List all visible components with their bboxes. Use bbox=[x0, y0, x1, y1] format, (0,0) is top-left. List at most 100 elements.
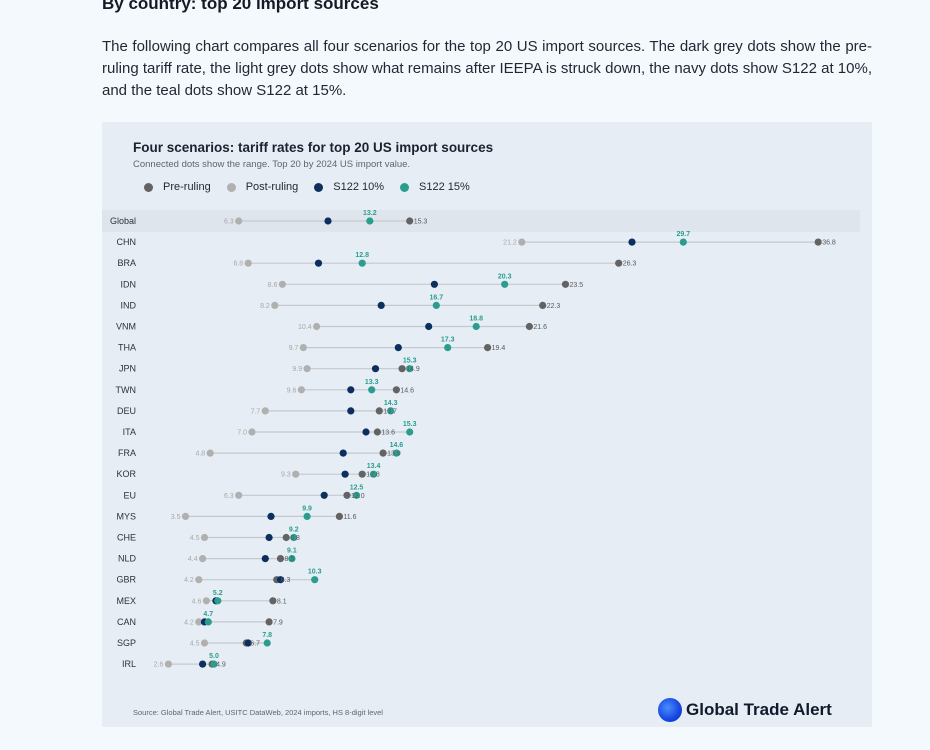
label-post-eu: 6.3 bbox=[224, 493, 234, 500]
dot-post-can bbox=[195, 618, 203, 626]
section-heading: By country: top 20 import sources bbox=[102, 0, 379, 13]
label-pre-che: 8.8 bbox=[290, 535, 300, 542]
dot-s10-fra bbox=[339, 449, 347, 457]
dot-pre-vnm bbox=[525, 322, 533, 331]
label-s15-eu: 12.5 bbox=[350, 484, 364, 491]
legend-dot-s15 bbox=[400, 182, 410, 192]
legend-label-pre: Pre-ruling bbox=[163, 181, 211, 193]
dot-pre-idn bbox=[561, 280, 570, 288]
dot-post-sgp bbox=[200, 639, 209, 647]
row-label-mex: MEX bbox=[116, 596, 136, 606]
row-label-deu: DEU bbox=[117, 406, 136, 416]
label-post-global: 6.3 bbox=[224, 219, 234, 226]
row-label-kor: KOR bbox=[116, 469, 136, 479]
dot-s15-nld bbox=[288, 555, 296, 563]
label-s15-sgp: 7.8 bbox=[262, 632, 272, 639]
global-row-band bbox=[102, 210, 860, 232]
row-label-ita: ITA bbox=[123, 427, 136, 437]
dot-pre-ind bbox=[539, 301, 547, 309]
label-s15-bra: 12.8 bbox=[355, 252, 369, 259]
dot-post-bra bbox=[244, 259, 252, 267]
legend-label-s15: S122 15% bbox=[419, 181, 470, 193]
row-label-sgp: SGP bbox=[117, 638, 136, 648]
dot-s10-twn bbox=[347, 386, 355, 394]
dot-s15-tha bbox=[444, 344, 452, 352]
dot-s10-tha bbox=[394, 344, 402, 352]
row-label-gbr: GBR bbox=[116, 575, 136, 585]
label-post-fra: 4.8 bbox=[195, 451, 205, 458]
dot-post-jpn bbox=[303, 365, 311, 373]
row-label-nld: NLD bbox=[118, 554, 137, 564]
row-label-che: CHE bbox=[117, 533, 136, 543]
dot-s15-mys bbox=[303, 512, 311, 520]
label-s15-che: 9.2 bbox=[289, 527, 299, 534]
dot-post-deu bbox=[261, 407, 269, 415]
dot-s10-eu bbox=[320, 491, 328, 499]
label-post-chn: 21.2 bbox=[503, 240, 517, 247]
chart-figure: Four scenarios: tariff rates for top 20 … bbox=[102, 122, 872, 727]
label-pre-idn: 23.5 bbox=[570, 282, 584, 289]
dot-pre-fra bbox=[379, 449, 387, 457]
legend-dot-pre bbox=[144, 182, 153, 192]
chart-source: Source: Global Trade Alert, USITC DataWe… bbox=[133, 708, 383, 717]
label-s15-chn: 29.7 bbox=[676, 231, 690, 238]
row-label-bra: BRA bbox=[117, 258, 136, 268]
dot-pre-chn bbox=[814, 238, 822, 246]
chart-subtitle: Connected dots show the range. Top 20 by… bbox=[133, 159, 411, 170]
label-pre-irl: 4.9 bbox=[216, 662, 226, 669]
label-pre-can: 7.9 bbox=[273, 619, 283, 626]
dot-s10-mys bbox=[267, 512, 275, 520]
dot-s15-sgp bbox=[263, 639, 271, 647]
dot-s15-chn bbox=[679, 238, 687, 246]
label-pre-jpn: 14.9 bbox=[406, 366, 420, 373]
dot-pre-deu bbox=[375, 407, 383, 415]
brand-name: Global Trade Alert bbox=[686, 700, 832, 719]
dot-s10-nld bbox=[261, 555, 269, 563]
dot-post-idn bbox=[278, 280, 286, 288]
dot-s10-deu bbox=[347, 407, 355, 415]
row-label-idn: IDN bbox=[121, 279, 137, 289]
label-post-irl: 2.6 bbox=[154, 662, 164, 669]
label-pre-sgp: 6.7 bbox=[250, 641, 260, 648]
label-s15-can: 4.7 bbox=[203, 611, 213, 618]
label-s15-nld: 9.1 bbox=[287, 548, 297, 555]
label-post-deu: 7.7 bbox=[251, 408, 261, 415]
dot-pre-nld bbox=[276, 555, 285, 563]
row-label-global: Global bbox=[110, 216, 136, 226]
dot-pre-mex bbox=[269, 597, 277, 605]
dot-pre-bra bbox=[615, 259, 623, 267]
label-post-ita: 7.0 bbox=[237, 430, 247, 437]
label-pre-deu: 13.7 bbox=[383, 408, 397, 415]
dot-s15-ita bbox=[406, 428, 414, 436]
row-label-tha: THA bbox=[118, 343, 136, 353]
dot-s15-bra bbox=[358, 259, 366, 267]
dot-s10-irl bbox=[199, 660, 207, 668]
dot-s15-eu bbox=[352, 491, 361, 499]
label-pre-mex: 8.1 bbox=[277, 598, 287, 605]
legend-dot-post bbox=[226, 182, 236, 192]
chart-legend: Pre-ruling Post-ruling S122 10% S122 15% bbox=[144, 181, 486, 193]
dot-pre-tha bbox=[484, 344, 492, 352]
dot-post-mys bbox=[181, 512, 190, 520]
label-s15-gbr: 10.3 bbox=[308, 569, 322, 576]
dot-pre-che bbox=[282, 533, 290, 542]
dot-post-gbr bbox=[195, 576, 203, 584]
legend-item-pre: Pre-ruling bbox=[144, 181, 211, 193]
row-label-chn: CHN bbox=[117, 237, 137, 247]
label-s15-idn: 20.3 bbox=[498, 273, 512, 280]
label-pre-eu: 12.0 bbox=[351, 493, 365, 500]
label-post-mys: 3.5 bbox=[171, 514, 181, 521]
label-post-jpn: 9.9 bbox=[292, 366, 302, 373]
dot-s15-gbr bbox=[311, 576, 319, 584]
row-label-fra: FRA bbox=[118, 448, 136, 458]
dot-post-irl bbox=[164, 660, 172, 668]
label-post-vnm: 10.4 bbox=[298, 324, 312, 331]
dot-s15-global bbox=[366, 217, 374, 225]
legend-dot-s10 bbox=[314, 182, 324, 192]
dot-s10-ita bbox=[362, 428, 370, 436]
dot-pre-mys bbox=[335, 512, 343, 520]
legend-item-s15: S122 15% bbox=[400, 181, 470, 193]
dot-s10-che bbox=[265, 533, 273, 542]
dot-s10-global bbox=[324, 217, 332, 225]
row-label-eu: EU bbox=[123, 490, 136, 500]
